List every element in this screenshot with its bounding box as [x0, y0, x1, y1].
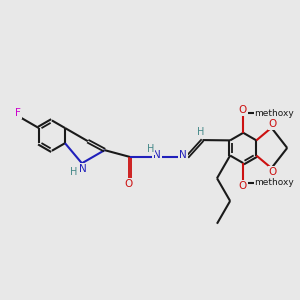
Text: O: O [268, 167, 277, 177]
Text: methoxy: methoxy [254, 178, 294, 187]
Text: N: N [153, 150, 161, 160]
Text: O: O [124, 179, 133, 189]
Text: O: O [268, 119, 277, 129]
Text: H: H [147, 144, 154, 154]
Text: methoxy: methoxy [254, 109, 294, 118]
Text: O: O [238, 105, 247, 115]
Text: F: F [15, 108, 21, 118]
Text: H: H [70, 167, 78, 177]
Text: N: N [179, 150, 187, 160]
Text: O: O [238, 181, 247, 191]
Text: N: N [79, 164, 86, 174]
Text: H: H [197, 127, 205, 137]
